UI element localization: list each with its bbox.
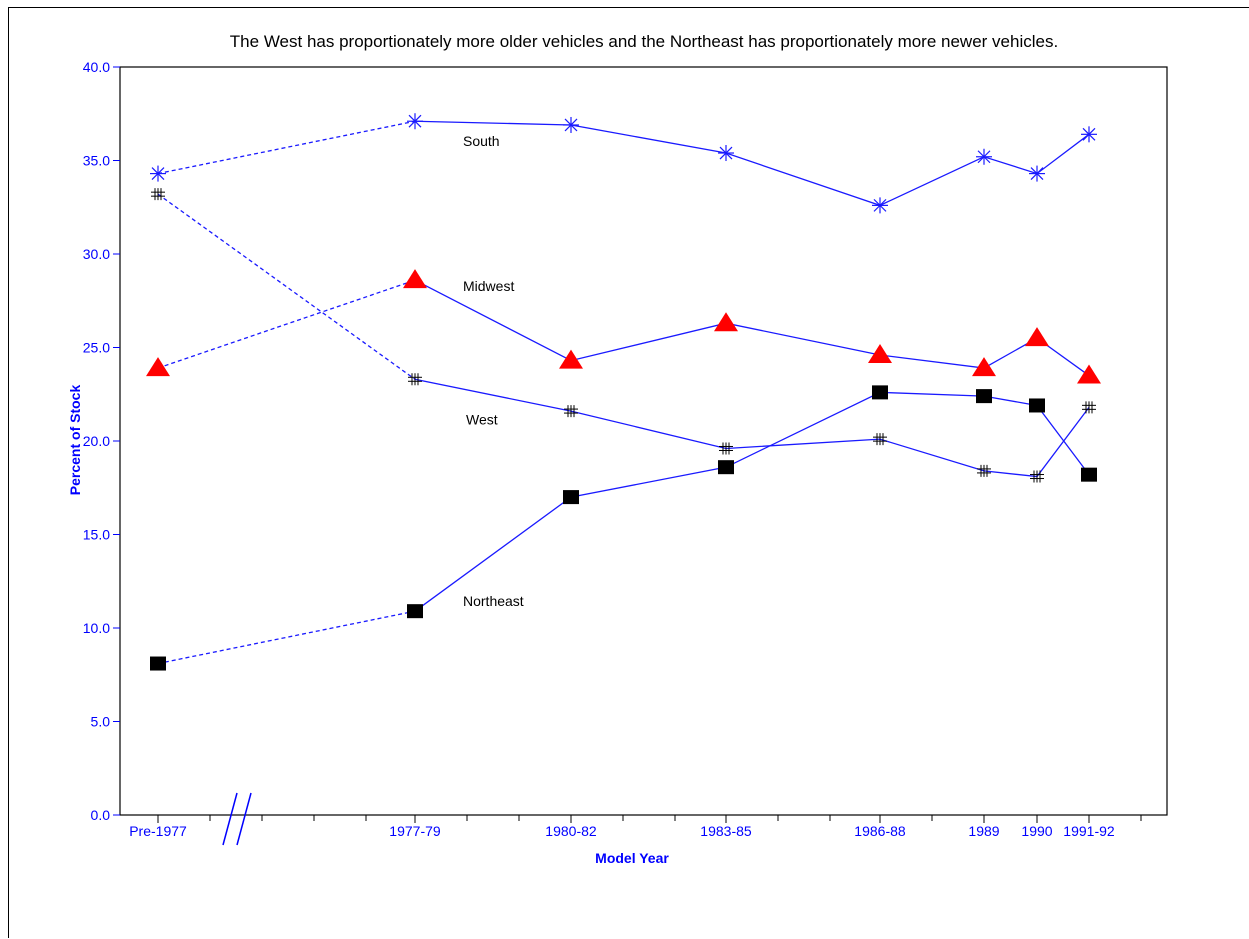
- data-point-square: [563, 490, 579, 505]
- data-point-hash: [1030, 470, 1044, 483]
- series-line: [414, 279, 1090, 377]
- axis-break-mark-2: [236, 792, 252, 846]
- chart-frame: [8, 7, 1249, 938]
- series-line-dashed: [157, 610, 416, 665]
- x-tick-label: 1977-79: [389, 823, 441, 839]
- data-point-triangle: [714, 312, 738, 332]
- y-tick-label: 30.0: [83, 246, 110, 262]
- y-tick-label: 40.0: [83, 59, 110, 75]
- series-midwest: Midwest: [146, 269, 1101, 384]
- y-tick-label: 25.0: [83, 340, 110, 356]
- data-point-square: [718, 460, 734, 475]
- x-tick-label: 1983-85: [700, 823, 752, 839]
- data-point-hash: [1082, 401, 1096, 414]
- series-line: [414, 120, 1090, 207]
- series-west: West: [151, 188, 1096, 483]
- data-point-square: [1029, 398, 1045, 413]
- data-point-triangle: [559, 349, 583, 369]
- x-axis: Pre-1977 1977-79 1980-82 1983-85 1986-88 1989…: [129, 815, 1142, 839]
- plot-area: [119, 66, 1168, 816]
- data-point-triangle: [146, 357, 170, 377]
- y-tick-label: 20.0: [83, 433, 110, 449]
- series-label-northeast: Northeast: [463, 593, 524, 609]
- series-line-dashed: [157, 120, 416, 175]
- chart-title: The West has proportionately more older …: [230, 32, 1058, 51]
- series-south: South: [150, 113, 1097, 214]
- series-label-west: West: [466, 411, 498, 427]
- x-tick-label: 1986-88: [854, 823, 906, 839]
- data-point-square: [976, 389, 992, 404]
- x-tick-label: 1991-92: [1063, 823, 1115, 839]
- data-point-asterisk: [976, 148, 992, 165]
- data-point-asterisk: [1029, 165, 1045, 182]
- data-point-asterisk: [1081, 126, 1097, 143]
- series-line-dashed: [157, 193, 416, 380]
- data-point-triangle: [868, 343, 892, 363]
- y-axis: 0.0 5.0 10.0 15.0 20.0 25.0 30.0 35.0 40.0: [83, 59, 120, 823]
- data-point-asterisk: [150, 165, 166, 182]
- series-label-midwest: Midwest: [463, 278, 514, 294]
- data-point-hash: [719, 442, 733, 455]
- data-point-square: [872, 385, 888, 400]
- x-tick-label: Pre-1977: [129, 823, 187, 839]
- data-point-asterisk: [872, 197, 888, 214]
- x-tick-label: 1980-82: [545, 823, 597, 839]
- data-point-hash: [564, 405, 578, 418]
- data-point-hash: [151, 188, 165, 201]
- data-point-hash: [873, 433, 887, 446]
- y-tick-label: 15.0: [83, 527, 110, 543]
- data-point-triangle: [1025, 327, 1049, 347]
- series-label-south: South: [463, 133, 500, 149]
- data-point-square: [150, 656, 166, 671]
- x-tick-label: 1989: [968, 823, 999, 839]
- axis-break-mark-1: [222, 792, 238, 846]
- data-point-hash: [408, 373, 422, 386]
- x-tick-label: 1990: [1021, 823, 1052, 839]
- x-axis-label: Model Year: [595, 850, 669, 866]
- data-point-square: [407, 604, 423, 619]
- axis-break: [222, 792, 252, 846]
- data-point-triangle: [972, 357, 996, 377]
- data-point-asterisk: [718, 145, 734, 162]
- y-axis-label: Percent of Stock: [67, 385, 83, 496]
- y-tick-label: 10.0: [83, 620, 110, 636]
- data-point-asterisk: [563, 116, 579, 133]
- y-tick-label: 5.0: [91, 714, 111, 730]
- data-point-square: [1081, 467, 1097, 482]
- series-line: [414, 391, 1090, 612]
- data-point-triangle: [1077, 364, 1101, 384]
- y-tick-label: 35.0: [83, 153, 110, 169]
- series-layer: South Midwest West Northeast: [146, 113, 1101, 671]
- series-northeast: Northeast: [150, 385, 1097, 671]
- y-tick-label: 0.0: [91, 807, 111, 823]
- data-point-triangle: [403, 269, 427, 289]
- data-point-asterisk: [407, 113, 423, 130]
- series-line-dashed: [157, 279, 416, 369]
- data-point-hash: [977, 464, 991, 477]
